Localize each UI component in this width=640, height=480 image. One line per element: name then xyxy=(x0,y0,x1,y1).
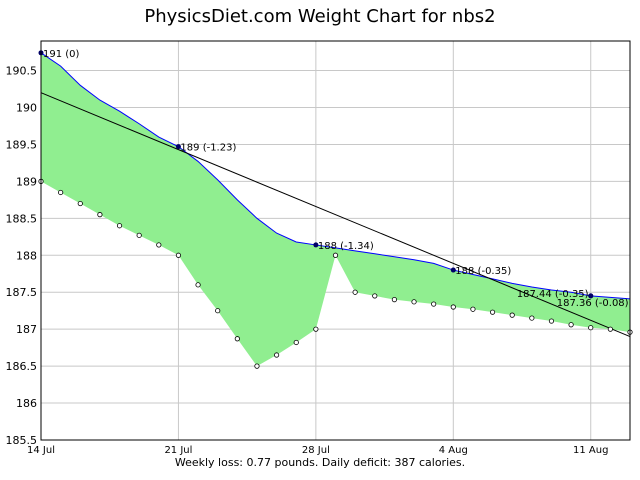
weighin-marker xyxy=(607,326,613,332)
x-tick-label: 11 Aug xyxy=(573,445,608,456)
annotation-label: 191 (0) xyxy=(43,49,80,60)
y-tick-label: 185.5 xyxy=(6,434,38,447)
weighin-marker xyxy=(509,312,515,318)
x-tick-label: 21 Jul xyxy=(164,445,192,456)
y-tick-label: 190 xyxy=(16,102,37,115)
y-tick-label: 189 xyxy=(16,175,37,188)
weighin-marker xyxy=(156,242,162,248)
weighin-marker xyxy=(77,200,83,207)
x-tick-label: 4 Aug xyxy=(439,445,468,456)
weighin-marker xyxy=(588,325,594,331)
weighin-marker xyxy=(332,252,339,258)
y-tick-label: 189.5 xyxy=(6,138,38,151)
weighin-marker xyxy=(273,352,280,358)
weekly-loss-footer: Weekly loss: 0.77 pounds. Daily deficit:… xyxy=(174,456,466,469)
weighin-marker xyxy=(470,306,476,312)
annotation-label: 188 (-0.35) xyxy=(455,266,511,277)
weighin-marker xyxy=(568,322,574,328)
y-tick-label: 190.5 xyxy=(6,65,38,78)
y-tick-label: 188.5 xyxy=(6,212,38,225)
weighin-marker xyxy=(411,299,417,305)
y-tick-label: 186.5 xyxy=(6,360,38,373)
weighin-marker xyxy=(195,282,201,288)
y-tick-label: 187.5 xyxy=(6,286,38,299)
annotation-dot xyxy=(313,242,319,248)
weighin-marker xyxy=(431,301,437,307)
annotation-label: 188 (-1.34) xyxy=(318,241,374,252)
weight-band xyxy=(41,52,630,367)
annotation-dot xyxy=(450,267,456,273)
y-tick-label: 188 xyxy=(16,249,37,262)
weighin-marker xyxy=(97,212,103,218)
annotation-dot xyxy=(175,144,181,150)
annotation-label: 189 (-1.23) xyxy=(180,143,236,154)
x-tick-label: 28 Jul xyxy=(302,445,330,456)
weighin-marker xyxy=(58,189,64,196)
annotation-dot xyxy=(588,293,594,299)
weighin-marker xyxy=(372,293,378,299)
weighin-marker xyxy=(116,223,123,229)
weighin-marker xyxy=(391,297,397,303)
weighin-marker xyxy=(313,326,319,332)
weighin-marker xyxy=(293,339,299,346)
weighin-marker xyxy=(215,308,221,314)
weighin-marker xyxy=(254,363,260,369)
annotation-label: 187.36 (-0.08) xyxy=(557,298,629,309)
weighin-marker xyxy=(489,309,496,315)
chart-title: PhysicsDiet.com Weight Chart for nbs2 xyxy=(144,6,496,27)
weighin-marker xyxy=(548,318,555,324)
plot-frame xyxy=(40,40,631,441)
annotation-label: 187.44 (-0.35) xyxy=(517,289,589,300)
weighin-marker xyxy=(234,336,240,342)
weighin-marker xyxy=(352,289,358,295)
x-tick-label: 14 Jul xyxy=(27,445,55,456)
weighin-marker xyxy=(450,304,456,310)
weighin-marker xyxy=(529,315,535,321)
y-tick-label: 187 xyxy=(16,323,37,336)
y-tick-label: 186 xyxy=(16,397,37,410)
regression-line xyxy=(40,92,631,338)
trend-line xyxy=(40,52,631,300)
weighin-marker xyxy=(136,232,142,238)
weighin-marker xyxy=(175,252,182,258)
